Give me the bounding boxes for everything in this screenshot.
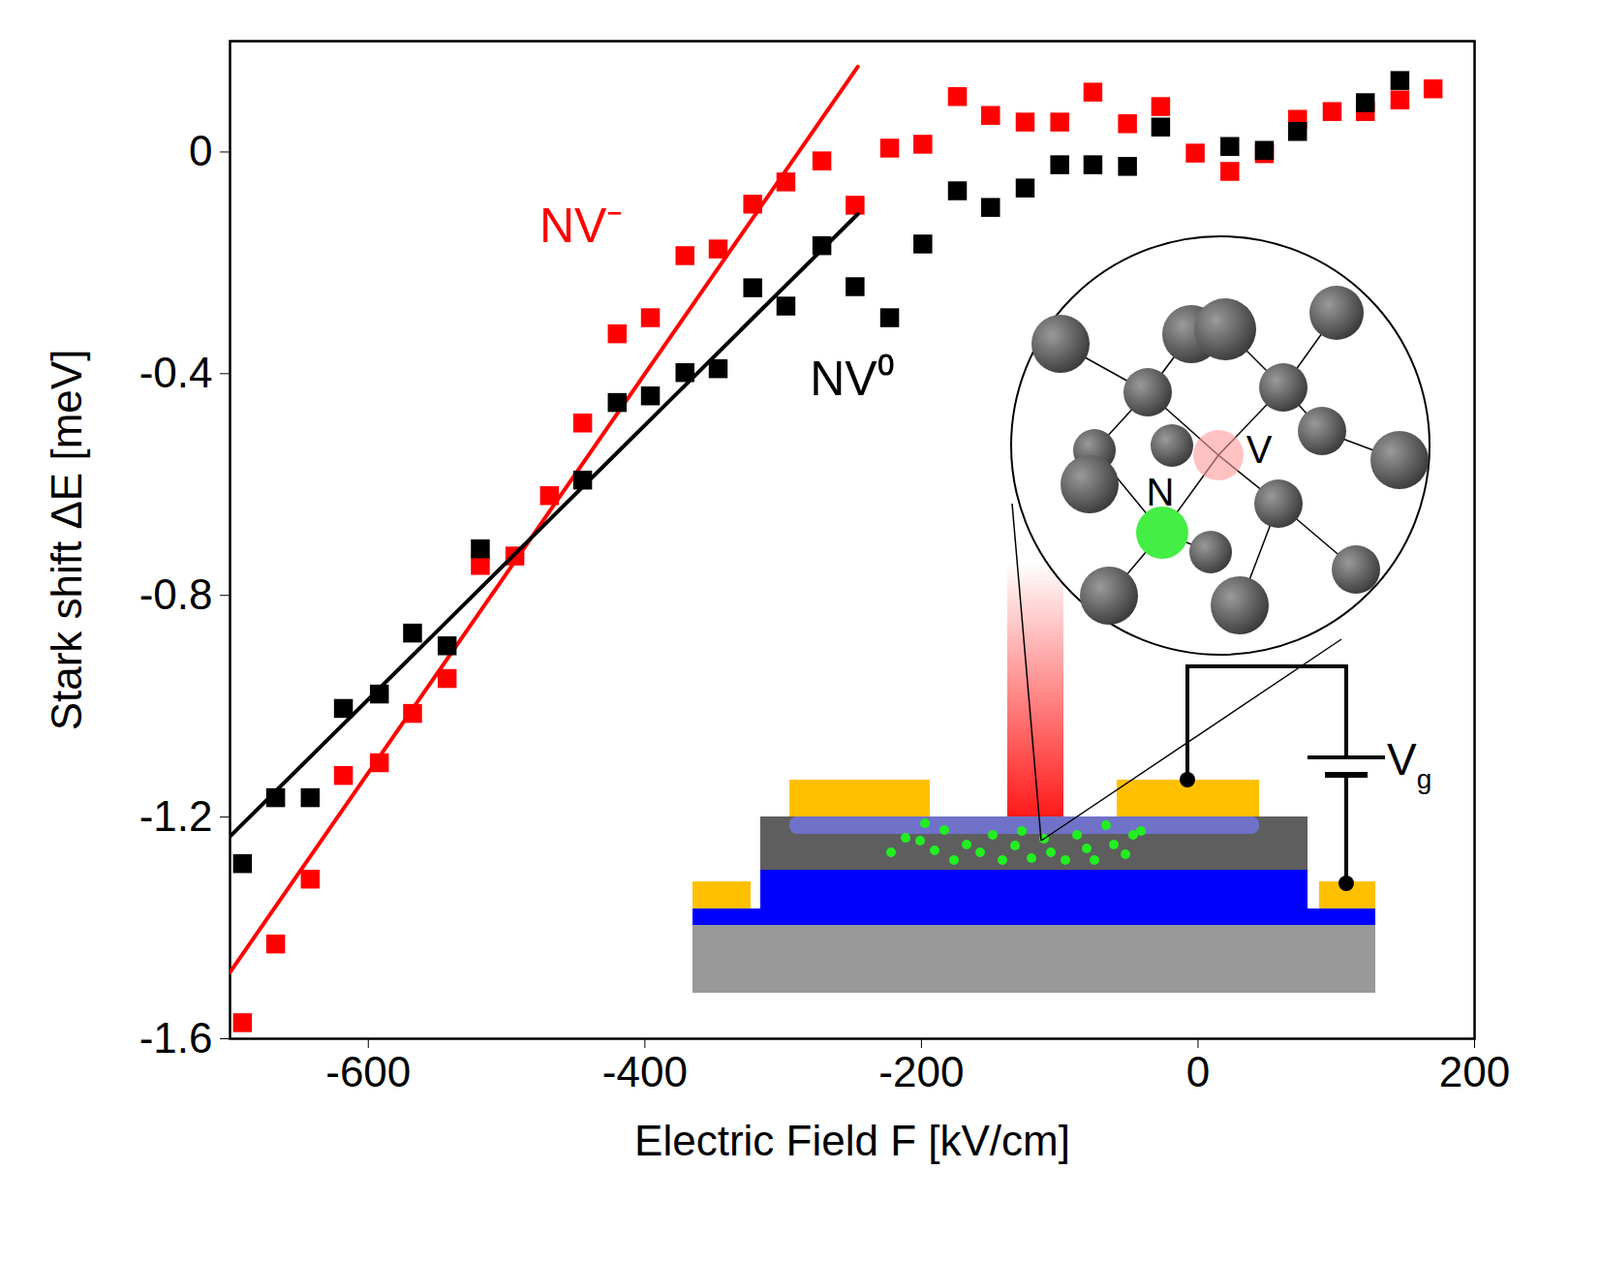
svg-text:0: 0 — [1186, 1047, 1210, 1096]
svg-text:V: V — [1246, 428, 1273, 471]
svg-text:0: 0 — [188, 126, 213, 175]
svg-text:-600: -600 — [325, 1047, 411, 1096]
svg-text:Stark shift ΔE [meV]: Stark shift ΔE [meV] — [42, 349, 91, 732]
svg-text:NV⁰: NV⁰ — [809, 351, 894, 406]
svg-text:-400: -400 — [602, 1047, 688, 1096]
svg-text:NV⁻: NV⁻ — [539, 198, 623, 253]
svg-text:Vg: Vg — [1386, 734, 1432, 795]
svg-text:Electric Field F [kV/cm]: Electric Field F [kV/cm] — [634, 1116, 1071, 1165]
svg-text:N: N — [1146, 470, 1175, 514]
svg-text:-1.6: -1.6 — [139, 1014, 214, 1062]
svg-text:-0.8: -0.8 — [139, 570, 214, 618]
svg-text:-0.4: -0.4 — [139, 348, 214, 397]
svg-text:200: 200 — [1439, 1047, 1510, 1096]
svg-text:-200: -200 — [878, 1047, 964, 1096]
svg-text:-1.2: -1.2 — [139, 792, 214, 840]
